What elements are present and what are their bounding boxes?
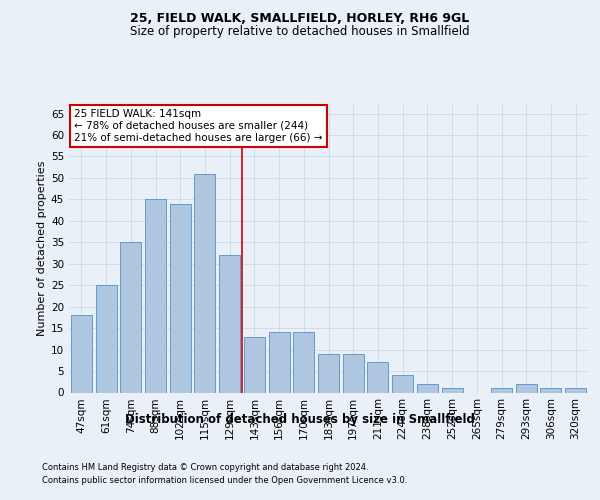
Text: Distribution of detached houses by size in Smallfield: Distribution of detached houses by size … (125, 412, 475, 426)
Bar (95, 285, 116, 393)
Bar (343, 354, 364, 393)
Bar (367, 362, 388, 392)
Y-axis label: Number of detached properties: Number of detached properties (37, 161, 47, 336)
Bar (269, 332, 290, 392)
Bar (392, 376, 413, 392)
Text: Size of property relative to detached houses in Smallfield: Size of property relative to detached ho… (130, 25, 470, 38)
Text: 25 FIELD WALK: 141sqm
← 78% of detached houses are smaller (244)
21% of semi-det: 25 FIELD WALK: 141sqm ← 78% of detached … (74, 110, 323, 142)
Bar (120, 242, 141, 392)
Bar (194, 174, 215, 392)
Text: 25, FIELD WALK, SMALLFIELD, HORLEY, RH6 9GL: 25, FIELD WALK, SMALLFIELD, HORLEY, RH6 … (130, 12, 470, 26)
Bar (219, 255, 240, 392)
Text: Contains public sector information licensed under the Open Government Licence v3: Contains public sector information licen… (42, 476, 407, 485)
Bar (170, 204, 191, 392)
Bar (318, 354, 339, 393)
Bar (565, 388, 586, 392)
Text: Contains HM Land Registry data © Crown copyright and database right 2024.: Contains HM Land Registry data © Crown c… (42, 462, 368, 471)
Bar (145, 200, 166, 392)
Bar (417, 384, 438, 392)
Bar (442, 388, 463, 392)
Bar (541, 388, 562, 392)
Bar (491, 388, 512, 392)
Bar (293, 332, 314, 392)
Bar (516, 384, 537, 392)
Bar (244, 336, 265, 392)
Bar (71, 316, 92, 392)
